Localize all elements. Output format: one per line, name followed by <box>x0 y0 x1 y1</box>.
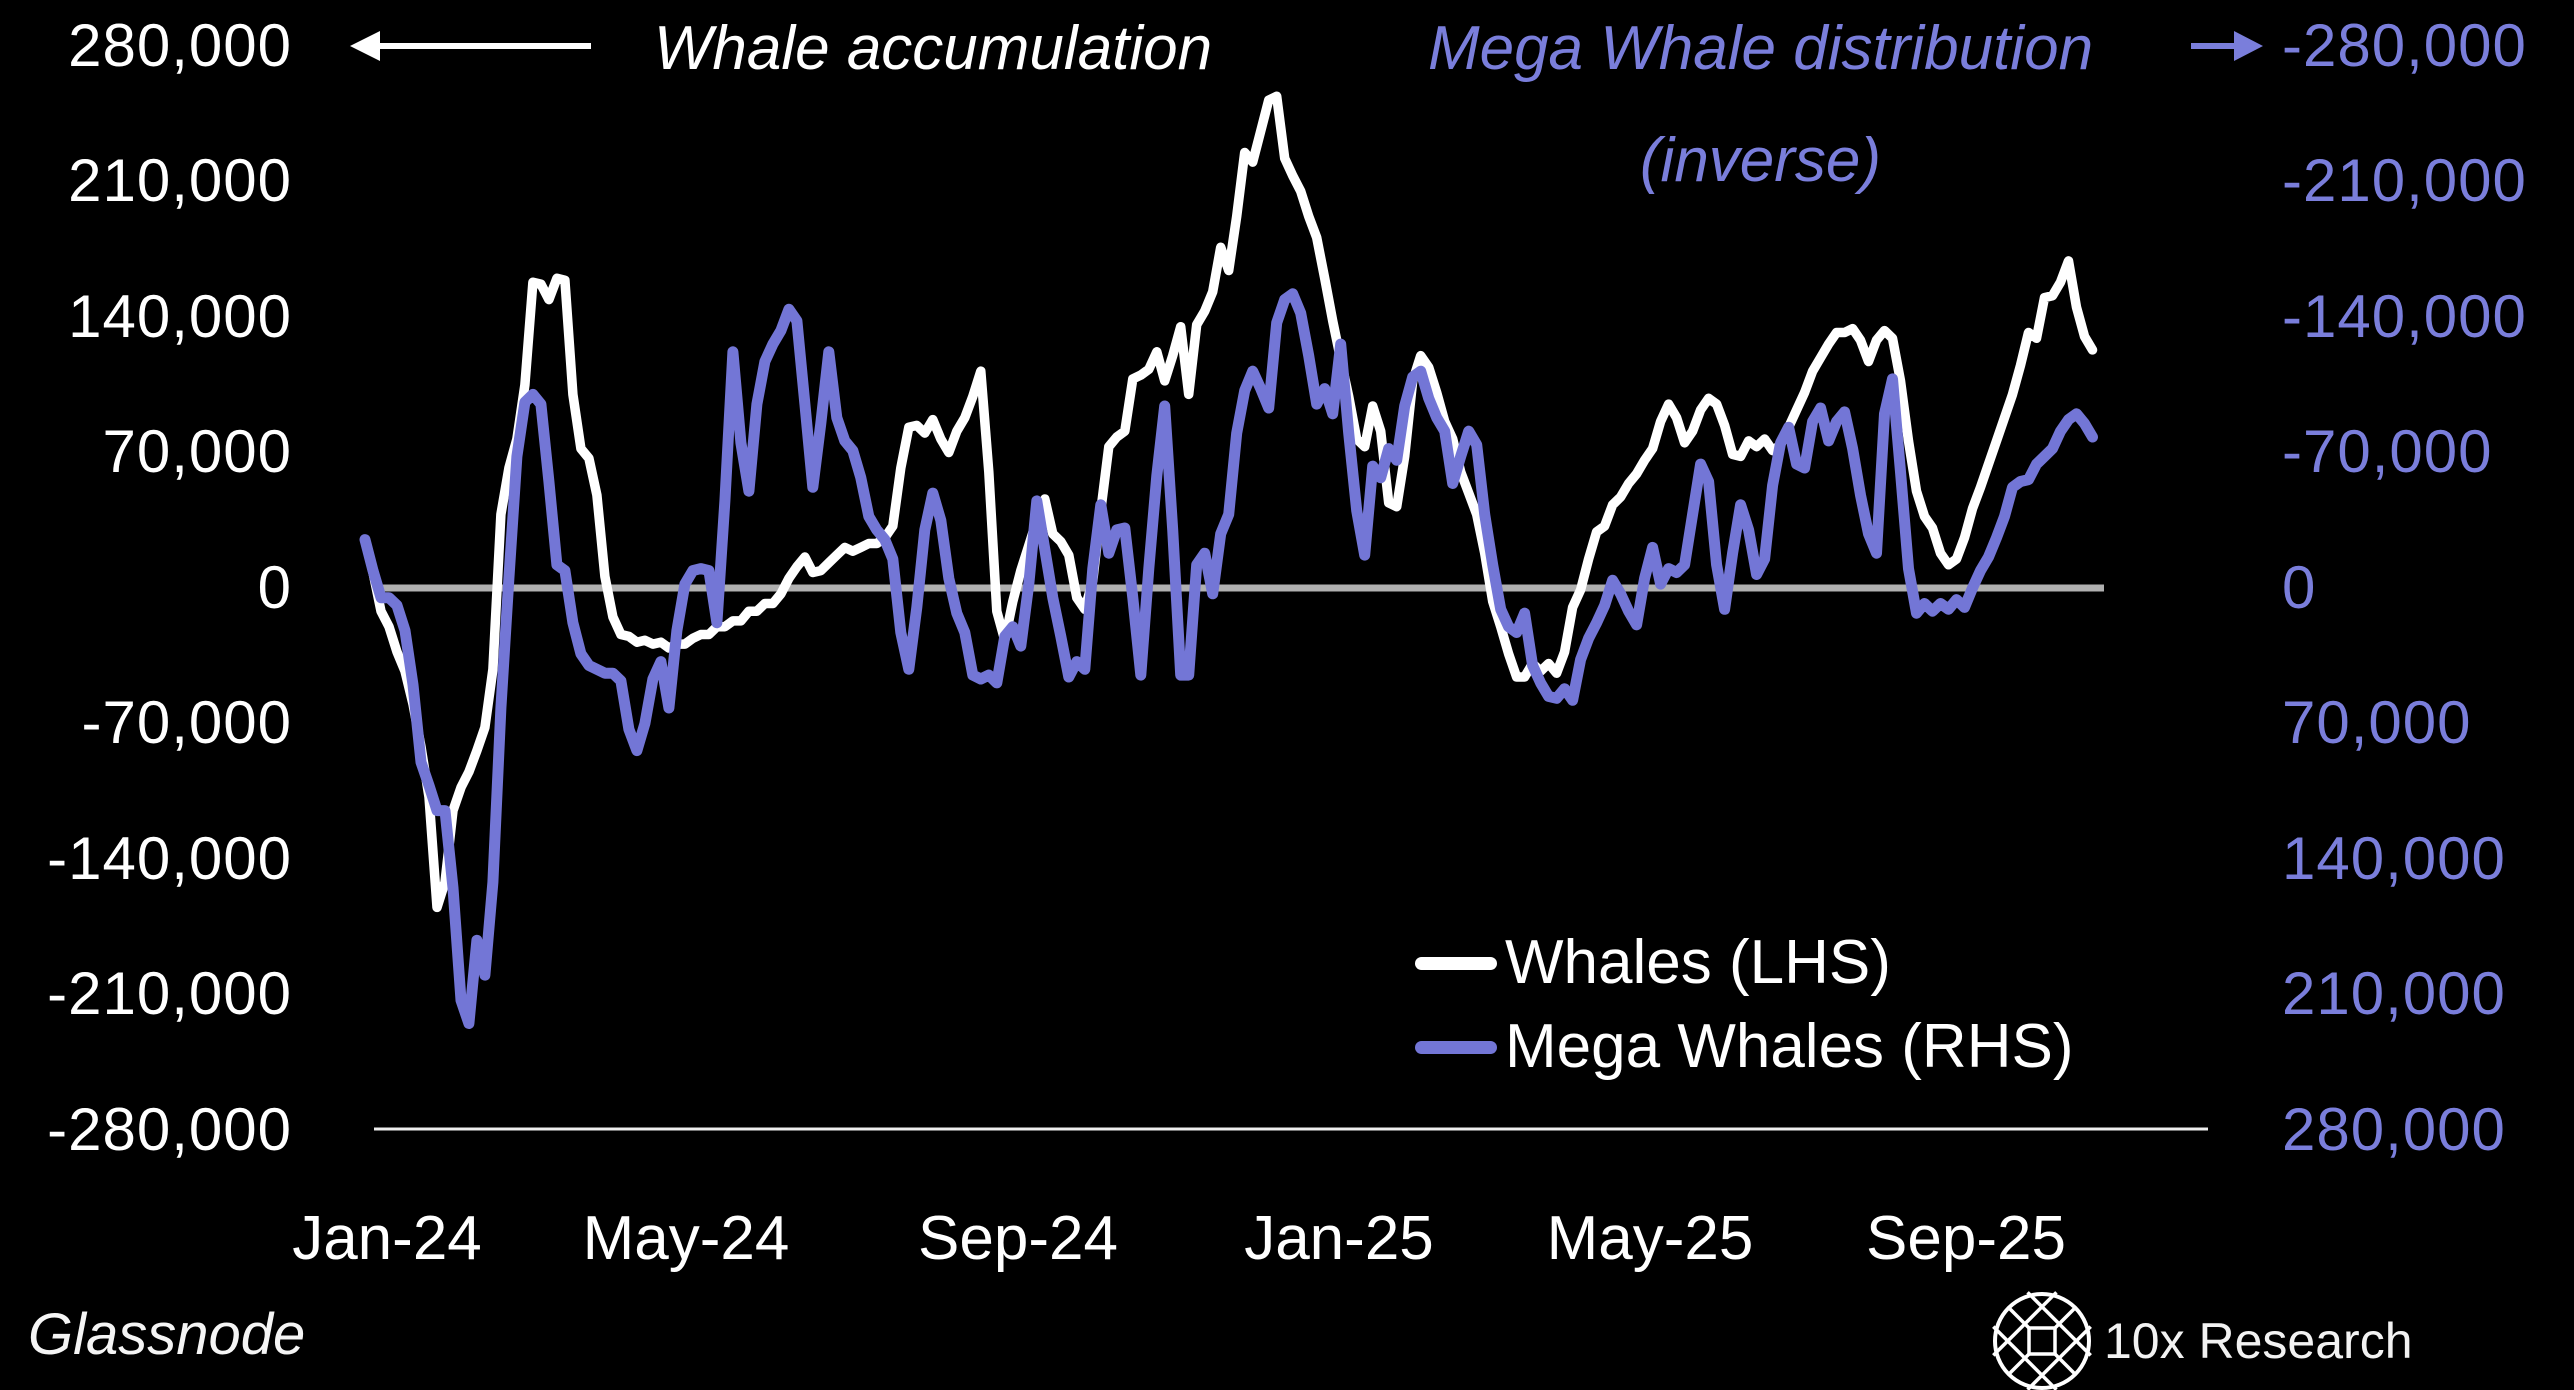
left-ytick-280000: 280,000 <box>68 12 292 79</box>
right-ytick-0: 0 <box>2282 554 2317 621</box>
left-ytick-m210000: -210,000 <box>47 960 292 1027</box>
left-ytick-210000: 210,000 <box>68 147 292 214</box>
right-ytick-70000: 70,000 <box>2282 689 2472 756</box>
right-ytick-m280000: -280,000 <box>2282 12 2527 79</box>
right-ytick-210000: 210,000 <box>2282 960 2506 1027</box>
left-ytick-70000: 70,000 <box>102 418 292 485</box>
xtick-sep-24: Sep-24 <box>918 1204 1118 1273</box>
right-ytick-m140000: -140,000 <box>2282 283 2527 350</box>
right-ytick-m210000: -210,000 <box>2282 147 2527 214</box>
right-ytick-280000: 280,000 <box>2282 1096 2506 1163</box>
left-axis-series-title: Whale accumulation <box>653 14 1213 83</box>
xtick-may-24: May-24 <box>582 1204 790 1273</box>
brand-name: 10x Research <box>2104 1313 2413 1369</box>
right-ytick-140000: 140,000 <box>2282 825 2506 892</box>
right-arrowhead-icon <box>2234 31 2263 61</box>
10x-research-logo-icon <box>1992 1291 2092 1390</box>
source-label: Glassnode <box>28 1302 306 1367</box>
left-ytick-0: 0 <box>257 554 292 621</box>
left-ytick-m140000: -140,000 <box>47 825 292 892</box>
right-axis-series-subtitle: (inverse) <box>1639 126 1882 195</box>
xtick-jan-25: Jan-25 <box>1244 1204 1434 1273</box>
legend-item-mega-whales: Mega Whales (RHS) <box>1415 1009 2073 1085</box>
xtick-sep-25: Sep-25 <box>1866 1204 2066 1273</box>
left-ytick-m280000: -280,000 <box>47 1096 292 1163</box>
right-ytick-m70000: -70,000 <box>2282 418 2493 485</box>
mega-whales-line-swatch <box>1415 1040 1497 1054</box>
left-ytick-140000: 140,000 <box>68 283 292 350</box>
whales-lhs-line <box>360 91 2098 913</box>
xtick-jan-24: Jan-24 <box>292 1204 482 1273</box>
left-arrowhead-icon <box>350 31 380 61</box>
xtick-may-25: May-25 <box>1546 1204 1754 1273</box>
mega-whales-rhs-line <box>359 288 2098 1029</box>
legend-label-whales: Whales (LHS) <box>1505 928 1891 997</box>
legend-item-whales: Whales (LHS) <box>1415 925 1891 1001</box>
left-ytick-m70000: -70,000 <box>81 689 292 756</box>
whales-line-swatch <box>1415 956 1497 970</box>
right-axis-series-title: Mega Whale distribution <box>1427 14 2094 83</box>
legend-label-mega-whales: Mega Whales (RHS) <box>1505 1012 2074 1081</box>
